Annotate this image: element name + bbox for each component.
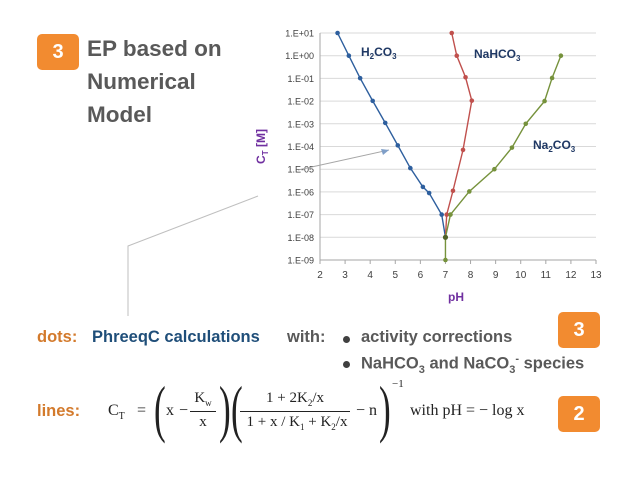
x-tick-label: 4 bbox=[367, 270, 373, 281]
data-point bbox=[420, 184, 426, 190]
y-tick-label: 1.E-01 bbox=[287, 74, 314, 84]
slide-title: EP based on Numerical Model bbox=[87, 32, 257, 131]
bullet-1-text: activity corrections bbox=[361, 328, 513, 346]
y-tick-label: 1.E-02 bbox=[287, 97, 314, 107]
data-point bbox=[444, 212, 450, 217]
lines-label: lines: bbox=[37, 402, 81, 420]
series-label-1: H2CO3 bbox=[361, 45, 397, 61]
data-point bbox=[346, 53, 352, 58]
dots-with: with: bbox=[287, 328, 326, 346]
x-tick-label: 8 bbox=[468, 270, 474, 281]
chart-points bbox=[335, 30, 564, 263]
data-point bbox=[370, 98, 375, 104]
data-point bbox=[542, 98, 547, 104]
x-tick-label: 10 bbox=[515, 270, 527, 281]
bullet-2 bbox=[343, 361, 350, 368]
data-point bbox=[454, 53, 460, 58]
data-point bbox=[448, 212, 453, 217]
section-badge-mid: 3 bbox=[558, 312, 600, 348]
data-point bbox=[463, 74, 468, 80]
data-point bbox=[395, 143, 401, 148]
y-tick-label: 1.E-07 bbox=[287, 210, 314, 220]
data-point bbox=[469, 98, 475, 103]
y-tick-label: 1.E-06 bbox=[287, 187, 314, 197]
data-point bbox=[408, 165, 413, 171]
data-point bbox=[426, 190, 432, 196]
series-line-2 bbox=[444, 32, 473, 238]
y-tick-label: 1.E+00 bbox=[285, 51, 314, 61]
series-line-3 bbox=[444, 55, 562, 260]
x-axis-label: pH bbox=[448, 290, 464, 304]
data-point bbox=[492, 166, 497, 172]
series-label-2: NaHCO3 bbox=[474, 47, 521, 63]
section-badge-bottom: 2 bbox=[558, 396, 600, 432]
dots-description: PhreeqC calculations bbox=[92, 328, 260, 346]
data-point bbox=[439, 212, 444, 217]
bullet-2-text: NaHCO3 and NaCO3- species bbox=[361, 353, 585, 376]
data-point bbox=[450, 188, 456, 194]
bullet-1 bbox=[343, 336, 350, 343]
data-point bbox=[443, 257, 448, 263]
y-tick-label: 1.E-04 bbox=[287, 142, 314, 152]
data-point bbox=[549, 75, 555, 81]
data-point bbox=[335, 30, 340, 36]
x-tick-label: 9 bbox=[493, 270, 499, 281]
x-tick-label: 7 bbox=[443, 270, 449, 281]
pointer-arrow bbox=[297, 149, 390, 171]
data-point bbox=[449, 30, 455, 36]
x-tick-label: 11 bbox=[541, 270, 552, 281]
data-point bbox=[509, 145, 515, 150]
x-tick-label: 13 bbox=[590, 270, 602, 281]
y-tick-label: 1.E+01 bbox=[285, 29, 314, 39]
x-tick-label: 5 bbox=[392, 270, 398, 281]
data-point bbox=[357, 75, 363, 81]
data-point bbox=[442, 234, 449, 240]
title-line-3: Model bbox=[87, 102, 152, 127]
pointer-arrowhead bbox=[381, 149, 389, 155]
series-label-3: Na2CO3 bbox=[533, 138, 576, 154]
data-point bbox=[466, 189, 472, 194]
data-point bbox=[382, 120, 388, 126]
x-tick-label: 12 bbox=[565, 270, 577, 281]
y-axis-label: CT [M] bbox=[254, 129, 270, 164]
speciation-chart: 1.E-091.E-081.E-071.E-061.E-051.E-041.E-… bbox=[127, 29, 602, 316]
title-line-1: EP based on bbox=[87, 36, 222, 61]
dots-label: dots: bbox=[37, 328, 78, 346]
data-point bbox=[460, 147, 466, 153]
section-badge-top: 3 bbox=[37, 34, 79, 70]
data-point bbox=[523, 121, 529, 127]
data-point bbox=[558, 53, 564, 58]
title-line-2: Numerical bbox=[87, 69, 196, 94]
x-tick-label: 6 bbox=[418, 270, 424, 281]
chart-labels: H2CO3 NaHCO3 Na2CO3 bbox=[361, 45, 576, 154]
y-tick-label: 1.E-09 bbox=[287, 256, 314, 266]
y-tick-label: 1.E-03 bbox=[287, 119, 314, 129]
x-tick-label: 3 bbox=[342, 270, 348, 281]
x-tick-label: 2 bbox=[317, 270, 323, 281]
y-tick-label: 1.E-08 bbox=[287, 233, 314, 243]
callout-connector bbox=[127, 195, 259, 316]
